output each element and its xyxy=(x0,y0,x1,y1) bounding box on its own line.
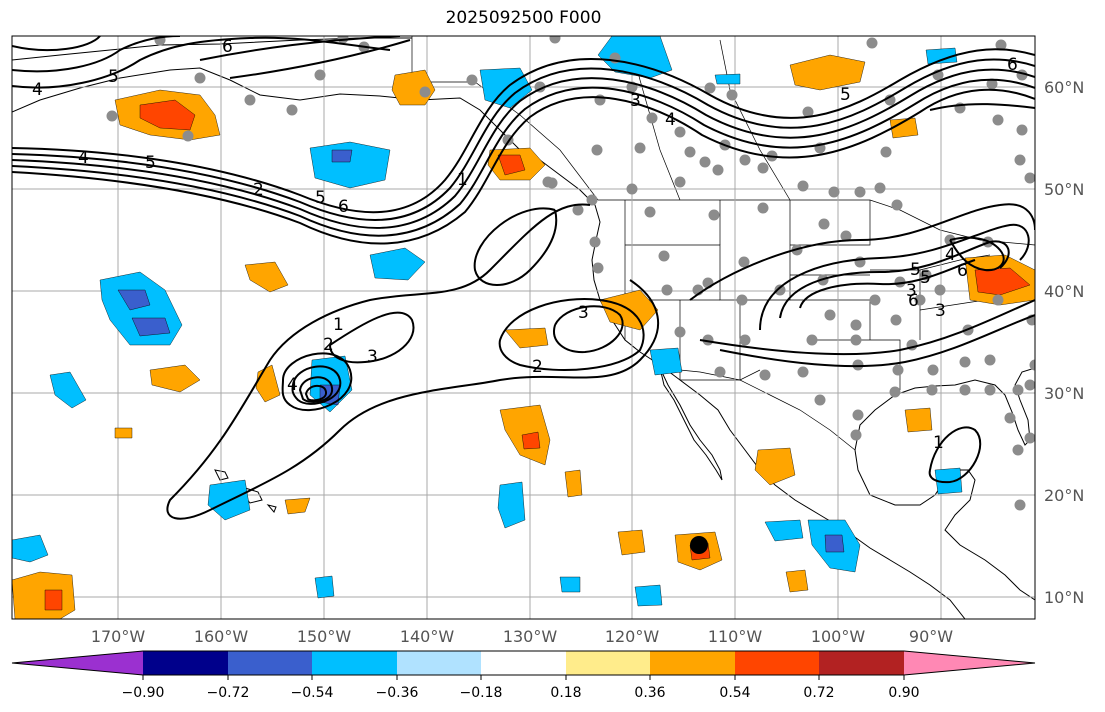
map-title: 2025092500 F000 xyxy=(445,8,602,28)
colorbar-tick-label: −0.18 xyxy=(460,685,503,701)
colorbar-tick-label: 0.54 xyxy=(719,685,750,701)
contour-label: 6 xyxy=(338,197,349,217)
contour-label: 5 xyxy=(108,67,119,87)
colorbar-segment xyxy=(819,651,904,675)
lon-label: 130°W xyxy=(503,627,558,646)
contour-label: 5 xyxy=(145,153,156,173)
colorbar-tick-label: 0.72 xyxy=(803,685,834,701)
lat-label: 50°N xyxy=(1044,180,1084,199)
colorbar-segment xyxy=(481,651,566,675)
colorbar-segment xyxy=(143,651,228,675)
lon-label: 170°W xyxy=(91,627,146,646)
colorbar-extend-max xyxy=(904,651,1035,675)
contour-label: 6 xyxy=(1007,55,1018,75)
map-frame xyxy=(11,35,1036,620)
lon-label: 150°W xyxy=(297,627,352,646)
storm-center-marker xyxy=(690,536,708,554)
contour-label: 4 xyxy=(287,375,298,395)
contour-label: 4 xyxy=(78,148,89,168)
contour-label: 6 xyxy=(908,291,919,311)
lon-label: 110°W xyxy=(708,627,763,646)
colorbar-segment xyxy=(228,651,312,675)
contour-label: 2 xyxy=(323,335,334,355)
contour-label: 1 xyxy=(333,315,344,335)
colorbar-segment xyxy=(312,651,397,675)
lat-label: 30°N xyxy=(1044,384,1084,403)
contour-label: 5 xyxy=(920,268,931,288)
colorbar-tick-label: 0.36 xyxy=(634,685,665,701)
station-markers xyxy=(106,36,1035,511)
longitude-labels: 170°W 160°W 150°W 140°W 130°W 120°W 110°… xyxy=(91,627,953,646)
latitude-labels: 60°N 50°N 40°N 30°N 20°N 10°N xyxy=(1044,78,1084,607)
contour-label: 5 xyxy=(910,260,921,280)
contour-label: 5 xyxy=(840,85,851,105)
contour-label: 5 xyxy=(315,188,326,208)
lat-label: 20°N xyxy=(1044,486,1084,505)
colorbar-segment xyxy=(566,651,650,675)
contour-label: 2 xyxy=(532,357,543,377)
colorbar: −0.90 −0.72 −0.54 −0.36 −0.18 0.18 0.36 … xyxy=(11,650,1036,701)
lat-label: 10°N xyxy=(1044,588,1084,607)
contour-label: 3 xyxy=(367,347,378,367)
contour-label: 1 xyxy=(933,433,944,453)
contour-label: 4 xyxy=(32,80,43,100)
colorbar-tick-label: −0.54 xyxy=(291,685,334,701)
colorbar-segment xyxy=(650,651,735,675)
contour-label: 1 xyxy=(457,170,468,190)
lon-label: 120°W xyxy=(605,627,660,646)
lat-label: 60°N xyxy=(1044,78,1084,97)
lon-label: 100°W xyxy=(811,627,866,646)
lon-label: 140°W xyxy=(400,627,455,646)
colorbar-extend-min xyxy=(12,651,143,675)
anomaly-fill-positive xyxy=(12,54,1035,619)
contour-label: 4 xyxy=(665,110,676,130)
lon-label: 90°W xyxy=(909,627,953,646)
contour-label: 4 xyxy=(945,245,956,265)
contour-label: 3 xyxy=(906,281,917,301)
colorbar-segment xyxy=(397,651,481,675)
colorbar-tick-label: 0.90 xyxy=(888,685,919,701)
contour-labels: 6 5 4 4 5 6 3 4 5 1 2 5 6 1 2 3 4 3 2 3 … xyxy=(32,37,1018,453)
contour-lines xyxy=(12,36,1035,520)
contour-label: 6 xyxy=(222,37,233,57)
contour-label: 3 xyxy=(578,303,589,323)
colorbar-segment xyxy=(735,651,819,675)
contour-label: 2 xyxy=(253,180,264,200)
lon-label: 160°W xyxy=(194,627,249,646)
contour-label: 3 xyxy=(935,301,946,321)
colorbar-tick-label: −0.72 xyxy=(207,685,250,701)
colorbar-tick-label: −0.36 xyxy=(376,685,419,701)
lat-label: 40°N xyxy=(1044,282,1084,301)
colorbar-tick-label: 0.18 xyxy=(550,685,581,701)
contour-label: 6 xyxy=(957,261,968,281)
contour-label: 3 xyxy=(630,91,641,111)
colorbar-tick-label: −0.90 xyxy=(122,685,165,701)
